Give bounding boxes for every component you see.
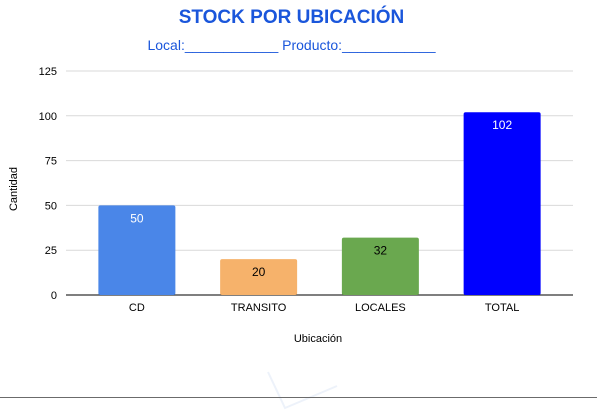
data-label: 102	[492, 118, 512, 132]
y-tick-label: 0	[51, 290, 57, 302]
y-tick-label: 25	[45, 245, 57, 257]
x-tick-label: LOCALES	[355, 302, 406, 314]
y-axis-label: Cantidad	[8, 167, 20, 211]
bar-transito	[220, 259, 298, 295]
bar-total	[463, 112, 541, 295]
chart-title: STOCK POR UBICACIÓN	[178, 7, 405, 28]
x-tick-label: TRANSITO	[231, 302, 287, 314]
x-tick-label: TOTAL	[485, 302, 519, 314]
x-axis-label: Ubicación	[294, 333, 342, 345]
y-tick-label: 75	[45, 156, 57, 168]
bar-locales	[341, 237, 419, 295]
bar-cd	[98, 205, 176, 295]
x-tick-labels: CD TRANSITO LOCALES TOTAL	[129, 302, 519, 314]
chart-subtitle: Local:____________ Producto:____________	[147, 37, 436, 53]
x-tick-label: CD	[129, 302, 145, 314]
y-tick-labels: 0 25 50 75 100 125	[39, 66, 57, 302]
data-label: 50	[130, 211, 144, 225]
y-tick-label: 100	[39, 111, 57, 123]
data-label: 32	[374, 244, 388, 258]
footer-divider	[0, 397, 597, 398]
data-label: 20	[252, 265, 266, 279]
bars: 50 20 32 102	[98, 112, 541, 295]
y-tick-label: 50	[45, 200, 57, 212]
y-tick-label: 125	[39, 66, 57, 78]
